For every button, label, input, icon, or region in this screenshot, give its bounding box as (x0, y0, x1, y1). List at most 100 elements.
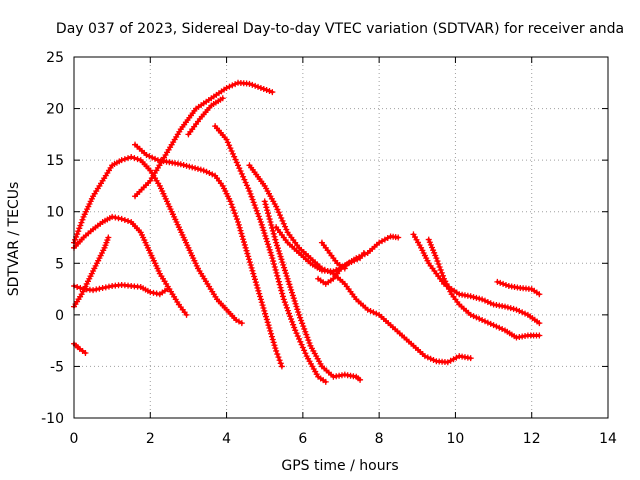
data-point (257, 293, 264, 300)
data-point (306, 339, 313, 346)
data-point (436, 263, 443, 270)
data-point (434, 258, 441, 265)
data-point (286, 281, 293, 288)
data-point (276, 212, 283, 219)
data-point (487, 300, 494, 307)
data-point (280, 296, 287, 303)
data-point (272, 266, 279, 273)
data-point (299, 320, 306, 327)
data-point (367, 307, 374, 314)
x-tick-label: 8 (375, 431, 384, 447)
data-point (264, 238, 271, 245)
axis-ticks: 0 2 4 6 8 10 12 14 -10 -5 0 5 10 15 20 25 (41, 50, 617, 447)
data-point (481, 297, 488, 304)
data-point (262, 201, 269, 208)
data-point (109, 213, 116, 220)
data-point (279, 259, 286, 266)
data-point (467, 293, 474, 300)
data-point (250, 270, 257, 277)
data-point (143, 151, 150, 158)
data-point (232, 213, 239, 220)
data-point (273, 239, 280, 246)
data-point (177, 161, 184, 168)
data-point (484, 298, 491, 305)
data-point (146, 153, 153, 160)
data-point (264, 210, 271, 217)
data-point (481, 318, 488, 325)
data-point (270, 230, 277, 237)
data-point (536, 291, 543, 298)
data-point (265, 322, 272, 329)
data-point (536, 332, 543, 339)
data-point (259, 302, 266, 309)
data-point (238, 320, 245, 327)
data-point (261, 230, 268, 237)
data-point (241, 241, 248, 248)
y-tick-label: 5 (55, 256, 64, 272)
data-point (272, 345, 279, 352)
data-point (246, 188, 253, 195)
y-tick-label: -10 (41, 411, 64, 427)
data-point (236, 165, 243, 172)
data-point (183, 162, 190, 169)
data-point (267, 219, 274, 226)
data-point (373, 310, 380, 317)
data-point (244, 250, 251, 257)
data-point (264, 241, 271, 248)
data-point (240, 236, 247, 243)
data-point (290, 295, 297, 302)
data-point (266, 325, 273, 332)
data-point (519, 309, 526, 316)
data-point (233, 159, 240, 166)
data-point (255, 83, 262, 90)
data-point (250, 199, 257, 206)
data-point (194, 165, 201, 172)
data-point (364, 306, 371, 313)
data-point (267, 327, 274, 334)
data-point (297, 338, 304, 345)
data-point (504, 304, 511, 311)
data-point (258, 299, 265, 306)
data-point (262, 232, 269, 239)
data-point (102, 284, 109, 291)
data-point (281, 264, 288, 271)
data-point (125, 155, 132, 162)
data-point (484, 319, 491, 326)
data-point (259, 224, 266, 231)
data-point (149, 154, 156, 161)
data-point (227, 198, 234, 205)
data-point (272, 236, 279, 243)
data-point (499, 326, 506, 333)
data-point (496, 324, 503, 331)
data-point (293, 330, 300, 337)
x-tick-label: 12 (523, 431, 541, 447)
y-tick-label: 10 (46, 205, 64, 221)
data-point (275, 247, 282, 254)
data-point (430, 356, 437, 363)
data-point (74, 231, 81, 238)
data-point (251, 202, 258, 209)
data-point (79, 216, 86, 223)
data-point (291, 324, 298, 331)
data-point (115, 215, 122, 222)
data-point (82, 350, 89, 357)
data-point (72, 236, 79, 243)
data-point (231, 153, 238, 160)
data-point (357, 376, 364, 383)
data-point (229, 150, 236, 157)
data-point (180, 162, 187, 169)
data-point (493, 323, 500, 330)
data-point (421, 353, 428, 360)
data-point (395, 234, 402, 241)
data-point (254, 210, 261, 217)
data-point (428, 244, 435, 251)
data-point (197, 166, 204, 173)
data-point (274, 242, 281, 249)
data-point (267, 249, 274, 256)
data-point (287, 313, 294, 320)
data-point (476, 295, 483, 302)
data-point (354, 256, 361, 263)
x-tick-label: 14 (599, 431, 617, 447)
data-point (268, 333, 275, 340)
